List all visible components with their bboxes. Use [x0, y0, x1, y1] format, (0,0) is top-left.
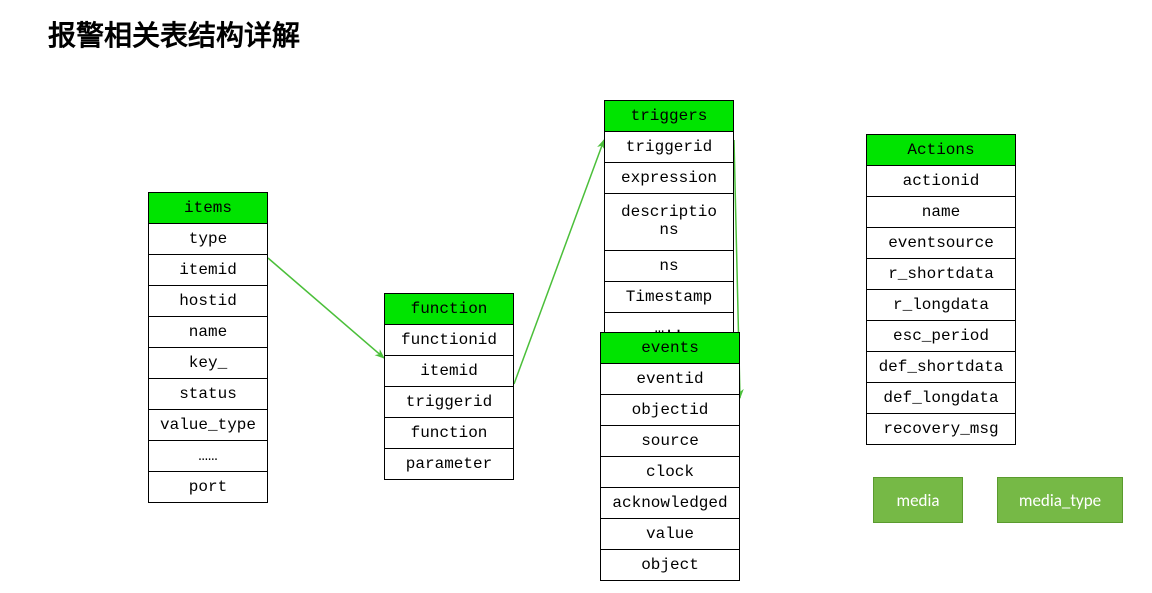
field-events-5: value: [601, 519, 740, 550]
field-items-0: type: [149, 224, 268, 255]
field-actions-5: esc_period: [867, 321, 1016, 352]
field-events-4: acknowledged: [601, 488, 740, 519]
field-items-1: itemid: [149, 255, 268, 286]
field-actions-6: def_shortdata: [867, 352, 1016, 383]
field-items-8: port: [149, 472, 268, 503]
field-function-1: itemid: [385, 356, 514, 387]
field-function-2: triggerid: [385, 387, 514, 418]
table-header-function: function: [385, 294, 514, 325]
table-events: eventseventidobjectidsourceclockacknowle…: [600, 332, 740, 581]
pill-media_type: media_type: [997, 477, 1123, 523]
table-actions: Actionsactionidnameeventsourcer_shortdat…: [866, 134, 1016, 445]
field-function-0: functionid: [385, 325, 514, 356]
field-function-3: function: [385, 418, 514, 449]
field-items-2: hostid: [149, 286, 268, 317]
field-actions-4: r_longdata: [867, 290, 1016, 321]
table-header-items: items: [149, 193, 268, 224]
field-items-3: name: [149, 317, 268, 348]
field-triggers-4: Timestamp: [605, 282, 734, 313]
field-items-7: ……: [149, 441, 268, 472]
edge-1: [514, 140, 604, 384]
field-actions-3: r_shortdata: [867, 259, 1016, 290]
field-triggers-0: triggerid: [605, 132, 734, 163]
field-function-4: parameter: [385, 449, 514, 480]
field-actions-0: actionid: [867, 166, 1016, 197]
table-items: itemstypeitemidhostidnamekey_statusvalue…: [148, 192, 268, 503]
edge-0: [268, 258, 384, 358]
pill-media: media: [873, 477, 963, 523]
page-title: 报警相关表结构详解: [48, 14, 300, 54]
field-triggers-1: expression: [605, 163, 734, 194]
field-events-1: objectid: [601, 395, 740, 426]
table-header-actions: Actions: [867, 135, 1016, 166]
field-items-5: status: [149, 379, 268, 410]
field-events-0: eventid: [601, 364, 740, 395]
field-actions-2: eventsource: [867, 228, 1016, 259]
table-header-events: events: [601, 333, 740, 364]
table-triggers: triggerstriggeridexpressiondescriptionsn…: [604, 100, 734, 344]
field-events-6: object: [601, 550, 740, 581]
field-triggers-2: descriptions: [605, 194, 734, 251]
field-triggers-3: ns: [605, 251, 734, 282]
field-items-6: value_type: [149, 410, 268, 441]
field-events-2: source: [601, 426, 740, 457]
field-actions-1: name: [867, 197, 1016, 228]
field-actions-7: def_longdata: [867, 383, 1016, 414]
field-actions-8: recovery_msg: [867, 414, 1016, 445]
table-function: functionfunctioniditemidtriggeridfunctio…: [384, 293, 514, 480]
field-items-4: key_: [149, 348, 268, 379]
field-events-3: clock: [601, 457, 740, 488]
table-header-triggers: triggers: [605, 101, 734, 132]
